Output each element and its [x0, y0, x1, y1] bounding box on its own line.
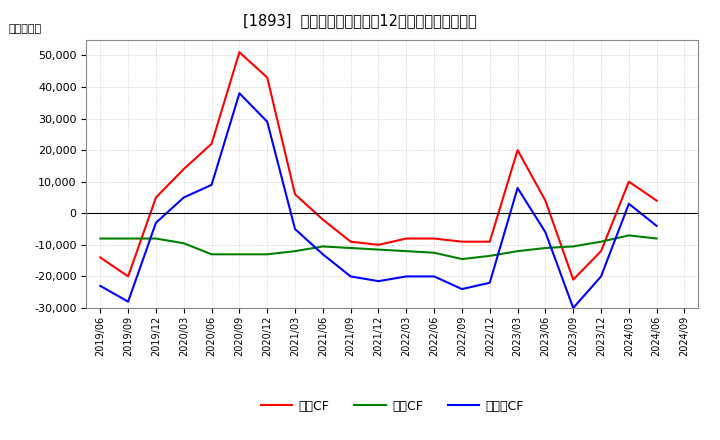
フリーCF [318, 252, 327, 257]
投資CF [652, 236, 661, 241]
営業CF [597, 249, 606, 254]
フリーCF [485, 280, 494, 286]
営業CF [513, 147, 522, 153]
営業CF [346, 239, 355, 244]
フリーCF [458, 286, 467, 292]
営業CF [96, 255, 104, 260]
営業CF [179, 166, 188, 172]
フリーCF [402, 274, 410, 279]
フリーCF [96, 283, 104, 289]
投資CF [318, 244, 327, 249]
Legend: 営業CF, 投資CF, フリーCF: 営業CF, 投資CF, フリーCF [256, 395, 528, 418]
Line: 投資CF: 投資CF [100, 235, 657, 259]
投資CF [235, 252, 243, 257]
営業CF [263, 75, 271, 80]
フリーCF [569, 305, 577, 311]
フリーCF [541, 230, 550, 235]
Y-axis label: （百万円）: （百万円） [9, 24, 42, 34]
営業CF [374, 242, 383, 247]
Line: 営業CF: 営業CF [100, 52, 657, 279]
フリーCF [346, 274, 355, 279]
投資CF [430, 250, 438, 255]
営業CF [652, 198, 661, 203]
投資CF [569, 244, 577, 249]
投資CF [624, 233, 633, 238]
フリーCF [152, 220, 161, 225]
投資CF [541, 246, 550, 251]
フリーCF [652, 223, 661, 228]
営業CF [402, 236, 410, 241]
営業CF [458, 239, 467, 244]
Text: [1893]  キャッシュフローの12か月移動合計の推移: [1893] キャッシュフローの12か月移動合計の推移 [243, 13, 477, 28]
営業CF [485, 239, 494, 244]
フリーCF [207, 182, 216, 187]
フリーCF [624, 201, 633, 206]
投資CF [402, 249, 410, 254]
投資CF [291, 249, 300, 254]
フリーCF [374, 279, 383, 284]
投資CF [179, 241, 188, 246]
投資CF [124, 236, 132, 241]
投資CF [207, 252, 216, 257]
フリーCF [513, 185, 522, 191]
Line: フリーCF: フリーCF [100, 93, 657, 308]
投資CF [96, 236, 104, 241]
フリーCF [430, 274, 438, 279]
投資CF [597, 239, 606, 244]
営業CF [235, 50, 243, 55]
営業CF [291, 192, 300, 197]
投資CF [263, 252, 271, 257]
投資CF [346, 246, 355, 251]
フリーCF [291, 227, 300, 232]
営業CF [624, 179, 633, 184]
営業CF [124, 274, 132, 279]
投資CF [513, 249, 522, 254]
投資CF [374, 247, 383, 252]
フリーCF [235, 91, 243, 96]
フリーCF [263, 119, 271, 125]
フリーCF [179, 195, 188, 200]
営業CF [152, 195, 161, 200]
投資CF [458, 257, 467, 262]
投資CF [485, 253, 494, 259]
営業CF [318, 217, 327, 222]
フリーCF [597, 274, 606, 279]
営業CF [430, 236, 438, 241]
営業CF [569, 277, 577, 282]
営業CF [541, 198, 550, 203]
投資CF [152, 236, 161, 241]
営業CF [207, 141, 216, 147]
フリーCF [124, 299, 132, 304]
